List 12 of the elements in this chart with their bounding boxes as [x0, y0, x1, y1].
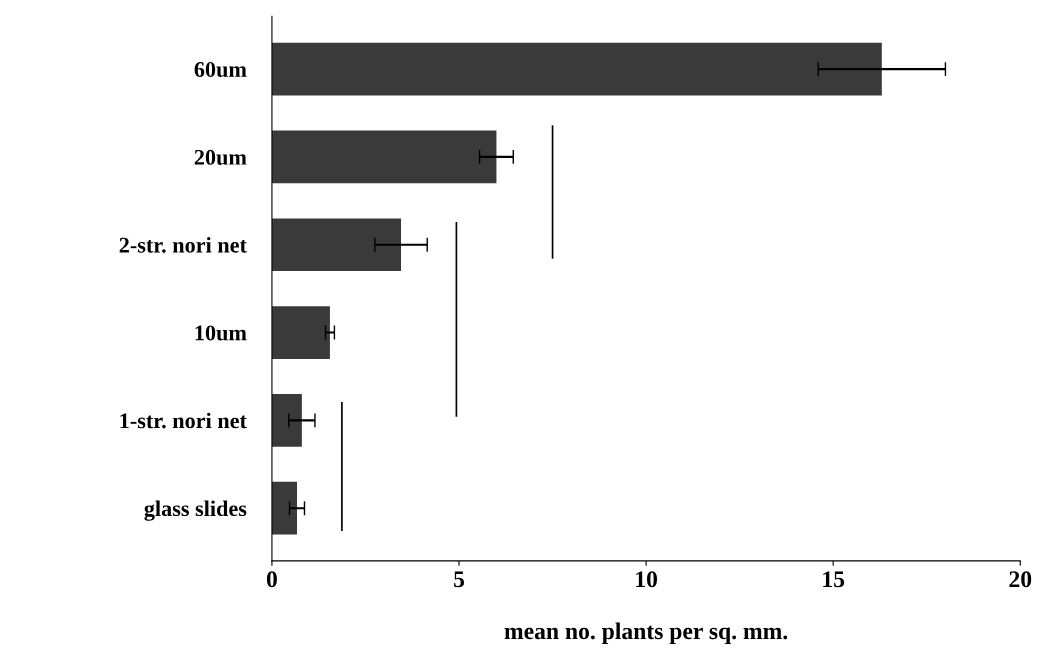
y-tick-label: 10um [195, 325, 247, 341]
y-tick-label: 2-str. nori net [119, 237, 247, 253]
x-axis-title: mean no. plants per sq. mm. [504, 622, 788, 644]
y-tick-label: 1-str. nori net [120, 412, 247, 429]
y-tick-label: 60um [194, 62, 247, 78]
x-tick-label: 20 [1009, 571, 1032, 588]
y-tick-label: glass slides [144, 500, 247, 521]
x-tick-label: 5 [454, 571, 465, 588]
x-tick-label: 0 [266, 571, 277, 588]
x-tick-label: 10 [636, 571, 658, 588]
y-tick-label: 20um [194, 149, 247, 165]
x-tick-label: 15 [823, 571, 845, 588]
